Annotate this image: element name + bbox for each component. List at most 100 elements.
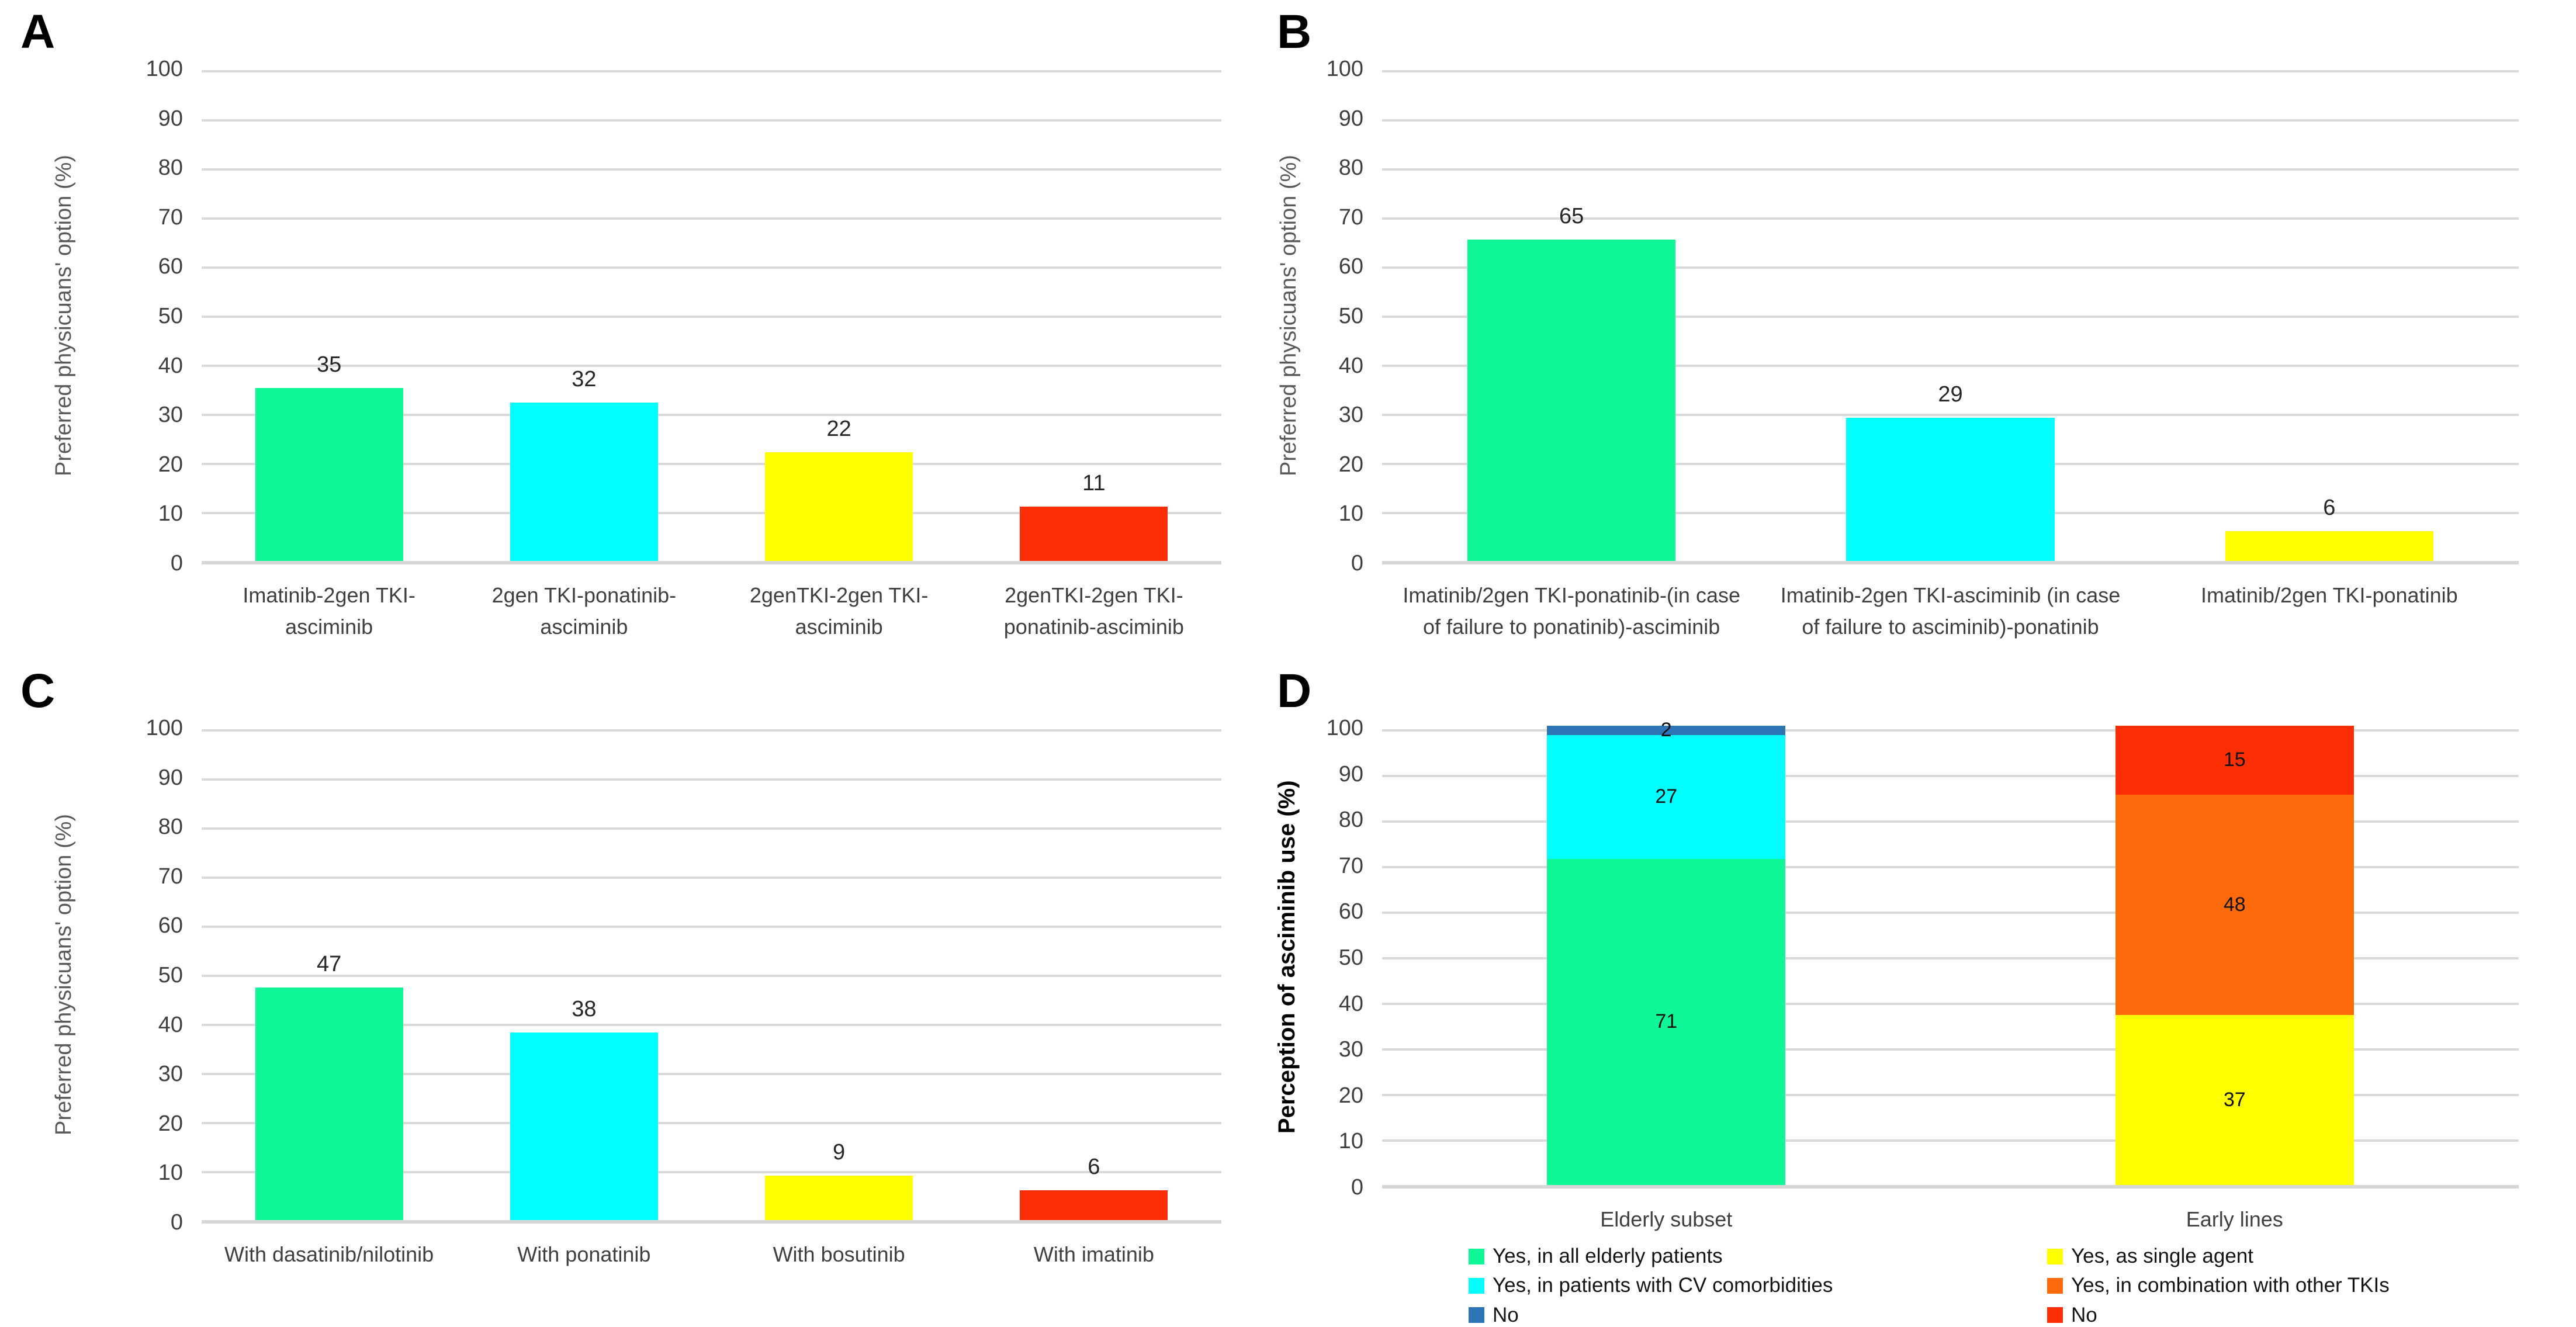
legend-item: Yes, in combination with other TKIs [2047,1274,2576,1297]
stack-segment: 2 [1547,719,1786,741]
legend-item: No [2047,1304,2576,1327]
y-tick-label: 50 [158,963,183,988]
plot-area: 65 29 6 [1382,70,2519,564]
legend-item: Yes, in patients with CV comorbidities [1469,1274,2047,1297]
legend-item: Yes, in all elderly patients [1469,1245,2047,1268]
y-tick-label: 60 [1338,254,1363,279]
x-category-label: With dasatinib/nilotinib [224,1242,434,1266]
y-tick-label: 40 [158,1012,183,1037]
legend-label: Yes, in combination with other TKIs [2071,1274,2390,1297]
y-axis-title: Perception of asciminib use (%) [1274,780,1300,1134]
bar-value-label: 6 [1088,1155,1100,1180]
y-tick-label: 20 [1338,452,1363,477]
x-category-label: With imatinib [1033,1242,1154,1266]
panel-label: A [20,5,56,58]
y-tick-label: 40 [158,353,183,378]
stack-segment: 15 [2115,726,2354,795]
panel-label: B [1277,5,1312,58]
panel-b: B Preferred physicuans' option (%) 0 10 20… [1256,0,2576,659]
y-tick-label: 100 [1326,716,1363,740]
y-tick-label: 30 [1338,1037,1363,1062]
y-tick-label: 50 [158,304,183,328]
y-tick-label: 80 [158,815,183,840]
y-tick-label: 20 [158,1111,183,1136]
x-category-label: Early lines [2186,1207,2283,1231]
stack-segment: 37 [2115,1015,2354,1185]
legend-swatch [2047,1277,2063,1294]
legend-column: Yes, as single agent Yes, in combination … [2047,1245,2576,1327]
bar-value-label: 65 [1559,204,1584,229]
x-category-label: With bosutinib [773,1242,905,1266]
panel-label: D [1277,664,1312,718]
y-tick-label: 100 [146,57,183,81]
y-tick-label: 60 [158,254,183,279]
legend-label: No [1493,1303,1519,1326]
panel-d: D Perception of asciminib use (%) 0 10 20 3… [1256,659,2576,1326]
x-category-label: 2gen TKI-ponatinib-asciminib [491,583,677,639]
segment-value-label: 27 [1655,785,1678,808]
y-tick-label: 10 [1338,501,1363,526]
bar [510,1032,658,1220]
segment-value-label: 2 [1660,719,1672,742]
x-category-label: Imatinib/2gen TKI-ponatinib-(in case of … [1403,583,1740,639]
y-tick-label: 70 [158,864,183,889]
legend-swatch [1469,1307,1484,1323]
bar [1467,240,1676,561]
panel-a: A Preferred physicuans' option (%) 0 10 20… [0,0,1256,659]
bar-value-label: 38 [572,996,597,1021]
bar [1020,1190,1168,1220]
y-tick-label: 10 [158,501,183,526]
legend-item: No [1469,1304,2047,1327]
y-tick-label: 50 [1338,945,1363,970]
y-tick-label: 0 [170,551,183,576]
legend-swatch [1469,1277,1484,1294]
bar-value-label: 47 [316,952,342,977]
bar [2225,531,2434,561]
y-tick-label: 90 [158,106,183,131]
y-tick-label: 40 [1338,353,1363,378]
y-tick-label: 30 [158,403,183,428]
legend: Yes, in all elderly patients Yes, in pati… [1469,1245,2576,1327]
legend-swatch [2047,1248,2063,1264]
bar-value-label: 6 [2323,496,2336,521]
y-tick-label: 70 [1338,205,1363,230]
legend-column: Yes, in all elderly patients Yes, in pati… [1469,1245,2047,1327]
y-tick-label: 70 [1338,853,1363,878]
segment-value-label: 71 [1655,1010,1678,1033]
bar [510,403,658,561]
bar [765,452,913,561]
y-tick-label: 60 [158,913,183,938]
panel-c: C Preferred physicuans' option (%) 0 10 20… [0,659,1256,1318]
legend-label: Yes, in all elderly patients [1493,1245,1723,1267]
segment-value-label: 48 [2223,893,2246,916]
legend-swatch [1469,1248,1484,1264]
legend-label: Yes, as single agent [2071,1245,2253,1267]
y-axis-title: Preferred physicuans' option (%) [51,154,76,477]
bar [1846,417,2055,561]
plot-area: 47 38 9 6 [202,729,1221,1224]
bar-value-label: 11 [1082,470,1106,496]
x-axis: Imatinib/2gen TKI-ponatinib-(in case of … [1382,580,2519,643]
bar-value-label: 35 [316,352,342,377]
y-tick-label: 10 [158,1160,183,1186]
segment-value-label: 37 [2223,1089,2246,1111]
bar-value-label: 32 [572,367,597,392]
y-tick-label: 30 [158,1062,183,1087]
x-axis: Elderly subset Early lines [1382,1204,2519,1235]
x-category-label: Imatinib-2gen TKI-asciminib [243,583,416,639]
x-category-label: Imatinib-2gen TKI-asciminib (in case of … [1780,583,2121,639]
x-category-label: Elderly subset [1600,1207,1733,1231]
x-axis: Imatinib-2gen TKI-asciminib 2gen TKI-pona… [202,580,1221,643]
x-axis: With dasatinib/nilotinib With ponatinib Wi… [202,1239,1221,1270]
x-category-label: 2genTKI-2gen TKI-ponatinib-asciminib [1003,583,1184,639]
segment-value-label: 15 [2223,749,2246,771]
legend-item: Yes, as single agent [2047,1245,2576,1268]
stack-segment: 71 [1547,858,1786,1185]
y-tick-label: 100 [1326,57,1363,81]
plot-area: 71 27 2 37 48 15 [1382,719,2519,1189]
y-axis-title: Preferred physicuans' option (%) [51,813,76,1136]
x-category-label: With ponatinib [517,1242,651,1266]
bar-value-label: 9 [833,1139,846,1165]
x-category-label: Imatinib/2gen TKI-ponatinib [2201,583,2458,607]
y-tick-label: 0 [170,1210,183,1235]
